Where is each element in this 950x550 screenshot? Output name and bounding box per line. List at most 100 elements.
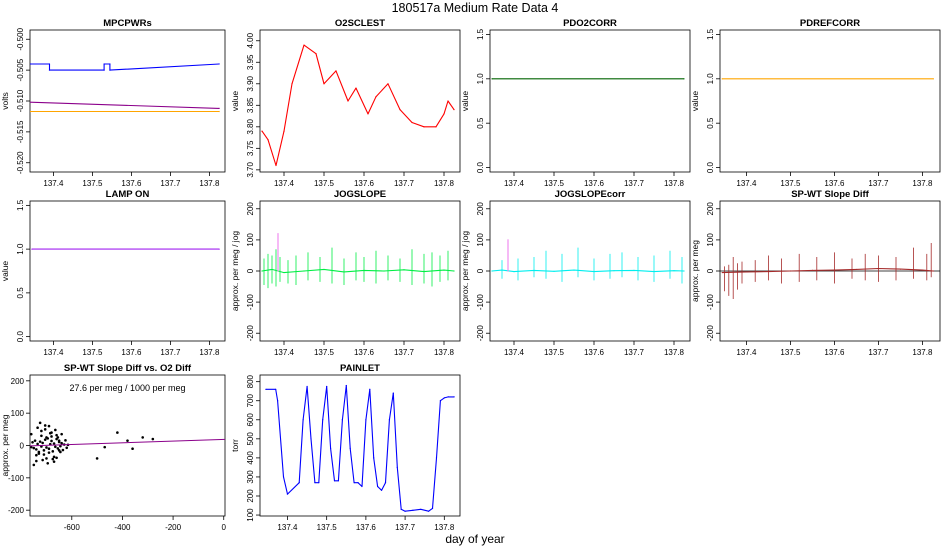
y-tick-label: -0.500: [16, 27, 25, 50]
x-tick-label: 137.5: [544, 348, 565, 357]
data-point: [501, 269, 503, 271]
scatter-point: [35, 448, 38, 451]
x-tick-label: 137.5: [314, 179, 335, 188]
x-tick-label: 137.6: [824, 348, 845, 357]
plot-area: [491, 239, 685, 284]
x-tick-label: 137.8: [434, 348, 455, 357]
data-point: [721, 271, 723, 274]
scatter-point: [50, 439, 53, 443]
x-tick-label: 137.5: [82, 179, 103, 188]
data-point: [347, 100, 349, 102]
chart-title: SP-WT Slope Diff: [791, 189, 869, 200]
chart-title: PAINLET: [340, 363, 380, 374]
data-point: [507, 239, 509, 241]
y-tick-label: 0: [246, 268, 255, 273]
scatter-point: [59, 450, 62, 454]
data-point: [789, 270, 792, 272]
x-tick-label: 137.6: [121, 348, 142, 357]
data-point: [745, 271, 748, 273]
data-point: [388, 419, 391, 421]
x-tick-label: 137.7: [624, 179, 645, 188]
chart-title: SP-WT Slope Diff vs. O2 Diff: [64, 363, 192, 374]
data-point: [855, 268, 858, 271]
data-point: [404, 510, 406, 512]
chart-panel: SP-WT Slope Diff vs. O2 Diff -600 -400 -200…: [0, 363, 227, 532]
data-point: [275, 164, 277, 167]
scatter-point: [151, 437, 155, 441]
chart-title: JOGSLOPEcorr: [555, 189, 626, 200]
y-tick-label: 100: [246, 233, 255, 247]
y-axis-label: torr: [230, 439, 240, 452]
y-axis-label: value: [0, 261, 10, 282]
scatter-point: [42, 453, 46, 456]
chart-title: PDO2CORR: [563, 18, 617, 29]
x-tick-label: 137.6: [121, 179, 142, 188]
chart-panel: PDREFCORR 137.4 137.5 137.6 137.7 137.8 0.0 0.5…: [690, 18, 941, 188]
x-tick-label: 137.4: [274, 179, 295, 188]
scatter-point: [131, 447, 134, 451]
y-tick-label: -100: [476, 294, 485, 311]
data-point: [48, 63, 51, 65]
y-tick-label: 1.5: [16, 199, 25, 211]
data-point: [384, 482, 387, 484]
y-axis-label: value: [230, 91, 240, 112]
data-point: [303, 44, 305, 46]
series-line: [491, 269, 685, 273]
scatter-point: [36, 426, 39, 430]
data-point: [282, 476, 285, 478]
data-point: [283, 271, 285, 274]
data-point: [412, 509, 414, 511]
chart-panel: JOGSLOPE 137.4 137.5 137.6 137.7 137.8 -200 -10…: [230, 189, 461, 357]
data-point: [314, 482, 316, 484]
data-point: [218, 107, 220, 110]
x-tick-label: 137.5: [780, 179, 801, 188]
data-point: [400, 508, 402, 510]
data-point: [323, 83, 325, 85]
y-axis-label: approx. per meg: [690, 240, 700, 302]
scatter-point: [103, 445, 107, 449]
data-point: [411, 121, 413, 124]
chart-panel: SP-WT Slope Diff 137.4 137.5 137.6 137.7 137.…: [690, 189, 941, 357]
plot-frame: [719, 29, 941, 173]
data-point: [277, 233, 279, 235]
data-point: [921, 269, 924, 271]
scatter-point: [60, 441, 63, 445]
x-tick-label: 137.4: [504, 348, 525, 357]
data-point: [431, 507, 434, 509]
y-tick-label: 0.5: [16, 287, 25, 299]
data-point: [343, 271, 345, 273]
x-tick-label: -200: [165, 523, 182, 532]
data-point: [423, 271, 425, 273]
scatter-point: [57, 439, 61, 442]
x-tick-label: 137.8: [664, 179, 685, 188]
x-tick-label: 137.5: [314, 348, 335, 357]
scatter-point: [54, 428, 57, 432]
y-tick-label: -0.510: [16, 89, 25, 112]
data-point: [633, 269, 635, 271]
series-line: [261, 268, 455, 274]
scatter-point: [65, 446, 69, 450]
y-tick-label: 3.80: [246, 118, 255, 134]
data-point: [491, 78, 493, 80]
plot-area: [720, 243, 940, 299]
data-point: [218, 248, 220, 250]
series-line: [265, 384, 455, 512]
data-point: [653, 271, 655, 273]
x-tick-label: 137.7: [868, 348, 889, 357]
data-point: [323, 268, 325, 271]
y-axis-label: approx. per meg: [0, 414, 10, 476]
y-tick-label: 500: [246, 432, 255, 446]
data-point: [218, 110, 220, 113]
data-point: [403, 269, 405, 271]
y-tick-label: 1.0: [16, 243, 25, 255]
data-point: [341, 419, 343, 421]
y-tick-label: 0: [476, 268, 485, 273]
scatter-point: [45, 457, 48, 460]
x-tick-label: 137.5: [317, 523, 338, 532]
x-tick-label: 137.8: [664, 348, 685, 357]
data-point: [265, 388, 267, 390]
scatter-point: [38, 440, 42, 443]
scatter-point: [41, 458, 44, 462]
data-point: [593, 271, 595, 273]
